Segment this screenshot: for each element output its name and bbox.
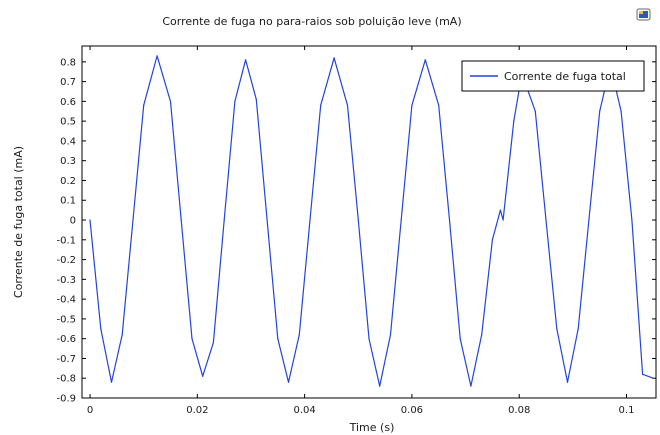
data-point	[652, 377, 654, 379]
data-point	[620, 110, 622, 112]
y-tick-label: 0.1	[60, 196, 76, 207]
legend: Corrente de fuga total	[461, 60, 645, 92]
data-point	[89, 219, 91, 221]
data-point	[411, 104, 413, 106]
data-point	[223, 219, 225, 221]
data-point	[438, 104, 440, 106]
y-tick-label: 0.6	[60, 97, 76, 108]
data-point	[566, 381, 569, 383]
data-point	[320, 104, 322, 106]
data-point	[202, 375, 204, 377]
data-point	[448, 219, 451, 221]
data-point	[180, 219, 182, 221]
data-point	[499, 209, 501, 211]
y-tick-label: 0	[70, 216, 76, 227]
data-point	[333, 57, 335, 59]
data-point	[169, 100, 172, 102]
data-point	[459, 338, 461, 340]
series-layer	[89, 55, 654, 387]
x-tick-label: 0	[87, 405, 93, 416]
data-point	[588, 219, 590, 221]
data-point	[577, 328, 579, 330]
data-point	[266, 219, 268, 221]
legend-label: Corrente de fuga total	[504, 70, 626, 83]
y-tick-label: 0.4	[60, 136, 76, 147]
data-point	[400, 219, 402, 221]
data-point	[502, 219, 504, 221]
data-point	[255, 98, 257, 100]
y-tick-label: -0.3	[56, 275, 76, 286]
y-axis-label: Corrente de fuga total (mA)	[12, 146, 25, 298]
data-point	[513, 120, 515, 122]
x-tick-label: 0.06	[401, 405, 423, 416]
data-point	[379, 385, 381, 387]
data-point	[631, 219, 633, 221]
x-tick-label: 0.04	[293, 405, 315, 416]
data-point	[491, 239, 493, 241]
data-point	[642, 373, 644, 375]
y-tick-label: -0.9	[56, 394, 76, 405]
data-point	[121, 334, 123, 336]
data-point	[534, 110, 536, 112]
x-axis-label: Time (s)	[349, 421, 395, 434]
data-point	[357, 219, 359, 221]
y-tick-label: -0.6	[56, 334, 76, 345]
data-point	[156, 55, 158, 57]
data-point	[368, 338, 370, 340]
data-point	[556, 328, 558, 330]
series-line	[89, 55, 654, 387]
y-tick-label: 0.5	[60, 117, 76, 128]
data-point	[287, 381, 290, 383]
data-point	[309, 219, 311, 221]
y-axis: 0.8 0.7 0.6 0.5 0.4 0.3 0.2 0.1 0 -0.1 -0.2 -0.3 -0.…	[56, 57, 656, 405]
data-point	[346, 104, 349, 106]
y-tick-label: -0.8	[56, 374, 76, 385]
data-point	[245, 59, 247, 61]
y-tick-label: -0.5	[56, 314, 76, 325]
data-point	[132, 219, 134, 221]
y-tick-label: -0.7	[56, 354, 76, 365]
data-point	[424, 59, 426, 61]
data-point	[234, 100, 236, 102]
plot-area	[81, 45, 657, 399]
data-point	[481, 334, 483, 336]
x-tick-label: 0.08	[508, 405, 530, 416]
y-tick-label: -0.4	[56, 295, 76, 306]
data-point	[277, 338, 279, 340]
data-point	[143, 104, 145, 106]
chart-title: Corrente de fuga no para-raios sob polui…	[162, 15, 461, 28]
data-point	[389, 334, 392, 336]
window-icon[interactable]	[636, 8, 651, 21]
data-point	[298, 334, 300, 336]
data-point	[110, 381, 113, 383]
data-point	[212, 342, 214, 344]
data-point	[599, 110, 601, 112]
y-tick-label: -0.1	[56, 235, 76, 246]
y-tick-label: 0.2	[60, 176, 76, 187]
data-point	[100, 328, 102, 330]
data-point	[545, 219, 547, 221]
y-tick-label: -0.2	[56, 255, 76, 266]
x-tick-label: 0.1	[619, 405, 635, 416]
y-tick-label: 0.3	[60, 156, 76, 167]
x-tick-label: 0.02	[186, 405, 208, 416]
data-point	[470, 385, 472, 387]
y-tick-label: 0.7	[60, 77, 76, 88]
x-axis: 0 0.02 0.04 0.06 0.08 0.1	[87, 46, 635, 416]
data-point	[191, 338, 193, 340]
y-tick-label: 0.8	[60, 57, 76, 68]
